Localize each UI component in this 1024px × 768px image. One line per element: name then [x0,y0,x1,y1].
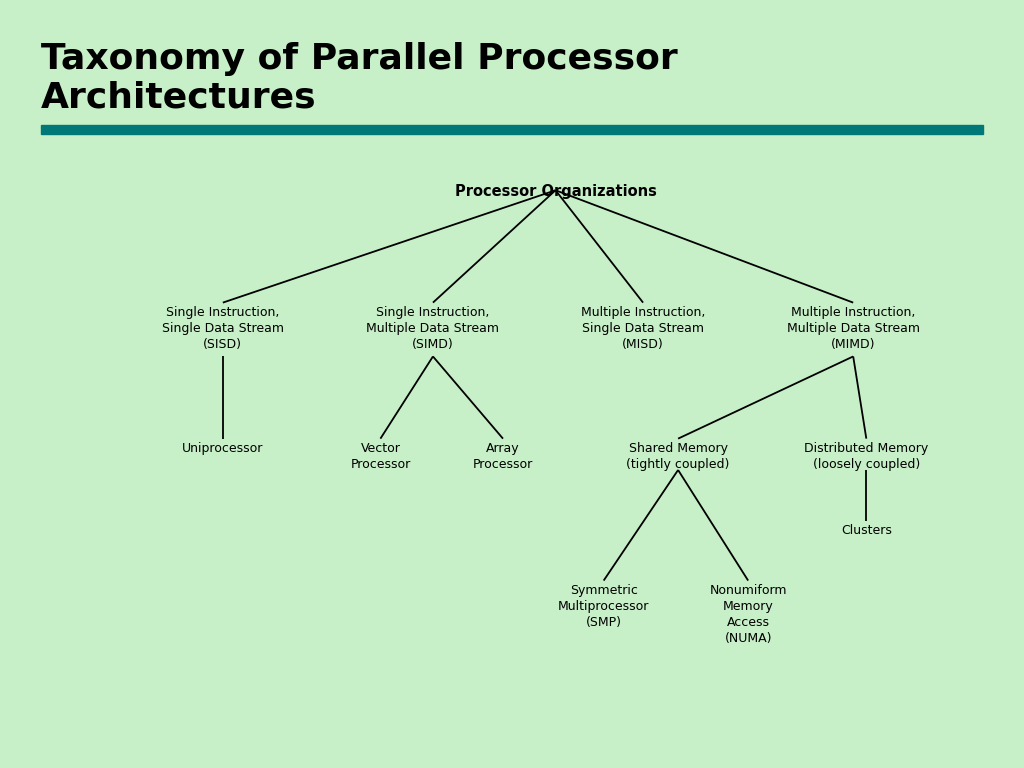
Text: Nonumiform
Memory
Access
(NUMA): Nonumiform Memory Access (NUMA) [710,584,786,644]
Text: Uniprocessor: Uniprocessor [182,442,263,455]
Text: Array
Processor: Array Processor [473,442,534,471]
Text: Shared Memory
(tightly coupled): Shared Memory (tightly coupled) [627,442,730,471]
Text: Multiple Instruction,
Multiple Data Stream
(MIMD): Multiple Instruction, Multiple Data Stre… [786,306,920,350]
Text: Clusters: Clusters [841,525,892,538]
Text: Symmetric
Multiprocessor
(SMP): Symmetric Multiprocessor (SMP) [558,584,649,628]
Text: Architectures: Architectures [41,81,316,114]
Text: Taxonomy of Parallel Processor: Taxonomy of Parallel Processor [41,42,678,76]
Text: Single Instruction,
Single Data Stream
(SISD): Single Instruction, Single Data Stream (… [162,306,284,350]
Text: Processor Organizations: Processor Organizations [455,184,656,200]
Text: Distributed Memory
(loosely coupled): Distributed Memory (loosely coupled) [804,442,929,471]
Text: Vector
Processor: Vector Processor [350,442,411,471]
Text: Single Instruction,
Multiple Data Stream
(SIMD): Single Instruction, Multiple Data Stream… [367,306,500,350]
Text: Multiple Instruction,
Single Data Stream
(MISD): Multiple Instruction, Single Data Stream… [581,306,706,350]
